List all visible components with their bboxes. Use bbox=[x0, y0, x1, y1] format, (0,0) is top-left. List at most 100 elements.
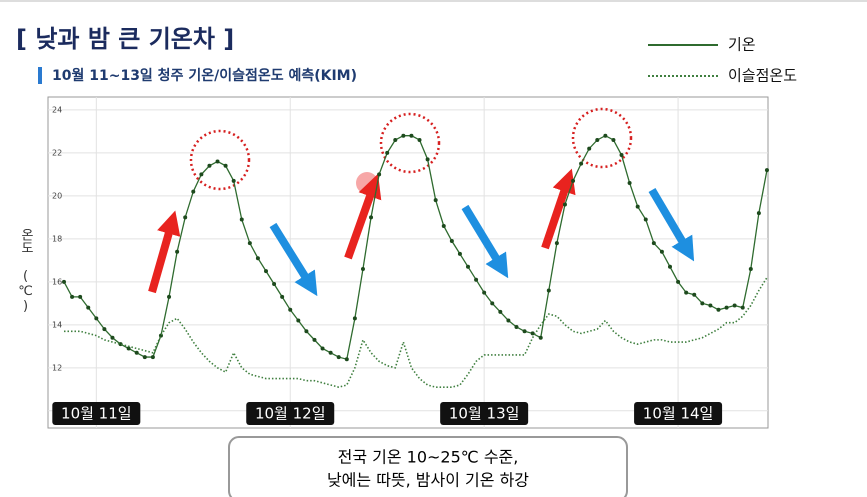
y-tick-label: 22 bbox=[52, 148, 62, 157]
data-point bbox=[175, 249, 180, 254]
y-tick-label: 16 bbox=[52, 277, 62, 286]
data-point bbox=[417, 137, 422, 142]
data-point bbox=[288, 307, 293, 312]
title: [ 낮과 밤 큰 기온차 ] bbox=[16, 25, 234, 53]
data-point bbox=[134, 350, 139, 355]
data-point bbox=[328, 350, 333, 355]
data-point bbox=[482, 290, 487, 295]
data-point bbox=[587, 146, 592, 151]
data-point bbox=[490, 301, 495, 306]
data-point bbox=[441, 223, 446, 228]
annotations bbox=[148, 107, 695, 297]
data-point bbox=[579, 161, 584, 166]
legend-label: 이슬점온도 bbox=[728, 67, 797, 85]
down-arrow bbox=[461, 204, 509, 279]
y-tick-label: 18 bbox=[52, 234, 62, 243]
data-point bbox=[70, 294, 75, 299]
data-point bbox=[708, 303, 713, 308]
y-tick-label: 12 bbox=[52, 363, 62, 372]
data-point bbox=[344, 357, 349, 362]
data-point bbox=[619, 153, 624, 158]
legend-label: 기온 bbox=[728, 36, 756, 54]
x-tick-label: 10월 11일 bbox=[61, 405, 132, 423]
data-point bbox=[231, 178, 236, 183]
data-point bbox=[595, 137, 600, 142]
data-point bbox=[280, 294, 285, 299]
data-point bbox=[110, 335, 115, 340]
data-point bbox=[716, 307, 721, 312]
day-label-box bbox=[634, 402, 723, 425]
data-point bbox=[360, 266, 365, 271]
data-point bbox=[296, 318, 301, 323]
data-point bbox=[611, 137, 616, 142]
data-point bbox=[498, 309, 503, 314]
data-point bbox=[369, 215, 374, 220]
data-point bbox=[425, 157, 430, 162]
data-point bbox=[62, 279, 66, 284]
data-point bbox=[732, 303, 737, 308]
data-point bbox=[239, 217, 244, 222]
data-point bbox=[126, 346, 131, 351]
data-point bbox=[150, 355, 155, 360]
peak-circle bbox=[379, 112, 441, 174]
data-point bbox=[676, 279, 681, 284]
day-label-box bbox=[52, 402, 141, 425]
data-point bbox=[352, 316, 357, 321]
data-point bbox=[320, 346, 325, 351]
data-point bbox=[183, 215, 188, 220]
data-point bbox=[207, 163, 212, 168]
data-point bbox=[449, 239, 454, 244]
day-label-box bbox=[246, 402, 335, 425]
data-point bbox=[78, 294, 83, 299]
data-point bbox=[724, 305, 729, 310]
data-point bbox=[255, 256, 260, 261]
data-point bbox=[571, 178, 576, 183]
data-point bbox=[627, 180, 632, 185]
up-arrow bbox=[148, 210, 181, 294]
down-arrow bbox=[269, 222, 318, 297]
data-point bbox=[401, 133, 406, 138]
data-point bbox=[748, 266, 753, 271]
x-tick-label: 10월 13일 bbox=[449, 405, 520, 423]
x-tick-label: 10월 12일 bbox=[255, 405, 326, 423]
data-point bbox=[668, 264, 672, 269]
data-point bbox=[514, 324, 519, 329]
data-point bbox=[223, 163, 228, 168]
caption-line: 전국 기온 10~25℃ 수준, bbox=[338, 448, 519, 467]
day-label-box bbox=[440, 402, 529, 425]
data-point bbox=[659, 249, 664, 254]
data-point bbox=[142, 355, 147, 360]
up-arrow bbox=[344, 173, 382, 260]
data-point bbox=[247, 241, 252, 246]
data-point bbox=[304, 329, 309, 334]
y-tick-label: 24 bbox=[52, 105, 62, 114]
data-point bbox=[393, 137, 398, 142]
data-point bbox=[385, 150, 390, 155]
caption-box bbox=[228, 436, 628, 497]
data-point bbox=[546, 288, 551, 293]
data-point bbox=[215, 159, 220, 164]
data-point bbox=[506, 318, 511, 323]
data-point bbox=[167, 294, 172, 299]
plot-frame bbox=[47, 96, 769, 429]
data-point bbox=[764, 168, 769, 173]
data-point bbox=[94, 316, 99, 321]
caption-line: 낮에는 따뜻, 밤사이 기온 하강 bbox=[327, 471, 529, 490]
data-point bbox=[603, 133, 608, 138]
peak-circle bbox=[189, 129, 251, 191]
data-point bbox=[643, 217, 648, 222]
series-line bbox=[63, 134, 768, 361]
data-point bbox=[336, 355, 341, 360]
data-point bbox=[191, 189, 196, 194]
subtitle: 10월 11~13일 청주 기온/이슬점온도 예측(KIM) bbox=[52, 67, 357, 84]
data-point bbox=[684, 290, 689, 295]
data-point bbox=[377, 172, 382, 177]
data-point bbox=[522, 329, 527, 334]
data-point bbox=[457, 251, 462, 256]
data-point bbox=[530, 331, 535, 336]
data-point bbox=[692, 292, 697, 297]
down-arrow bbox=[648, 187, 695, 262]
data-point bbox=[264, 269, 268, 274]
data-point bbox=[562, 202, 567, 207]
